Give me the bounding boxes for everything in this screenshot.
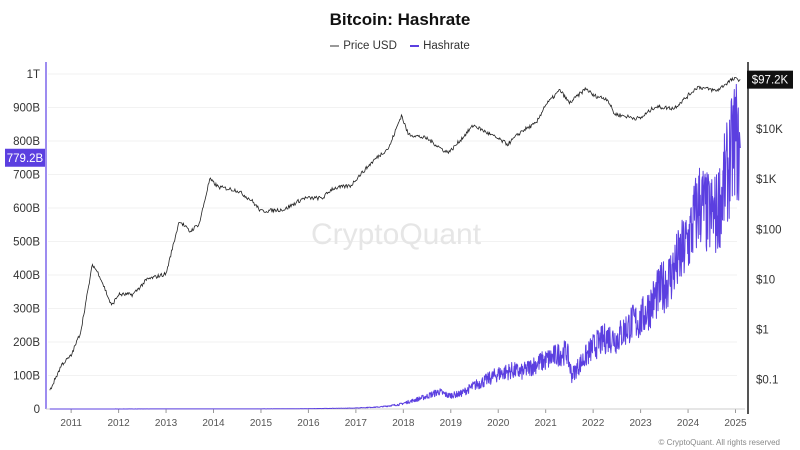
legend-item-hashrate[interactable]: Hashrate [410,40,470,52]
x-tick: 2024 [677,418,700,429]
x-tick: 2015 [250,418,273,429]
y-left-tick: 300B [13,304,40,316]
y-left-tick: 400B [13,270,40,282]
legend: Price USD Hashrate [0,38,800,52]
x-tick: 2023 [629,418,652,429]
copyright: © CryptoQuant. All rights reserved [658,438,781,447]
x-tick: 2019 [440,418,463,429]
x-tick: 2017 [345,418,368,429]
y-right-tick: $1 [756,325,769,337]
legend-label-price: Price USD [343,40,397,52]
x-tick: 2016 [297,418,320,429]
price-current-badge [747,70,793,89]
y-left-tick: 1T [27,69,40,81]
hashrate-current-label: 779.2B [7,153,44,165]
hashrate-series-line [49,83,741,410]
watermark: CryptoQuant [311,218,482,251]
y-right-tick: $100 [756,224,782,236]
x-tick: 2011 [60,418,82,429]
x-tick: 2022 [582,418,605,429]
y-left-tick: 200B [13,337,40,349]
x-tick: 2021 [535,418,558,429]
x-tick: 2014 [202,418,225,429]
x-tick: 2020 [487,418,510,429]
x-tick: 2012 [107,418,130,429]
legend-label-hashrate: Hashrate [423,40,470,52]
y-left-tick: 700B [13,170,40,182]
x-tick: 2013 [155,418,178,429]
y-right-tick: $10K [756,124,783,136]
y-left-tick: 0 [34,404,40,416]
y-left-tick: 900B [13,103,40,115]
hashrate-current-badge [5,148,45,167]
y-left-tick: 100B [13,371,40,383]
y-left-tick: 600B [13,203,40,215]
y-left-tick: 500B [13,237,40,249]
chart-title: Bitcoin: Hashrate [329,10,471,29]
x-tick: 2018 [392,418,415,429]
y-left-tick: 800B [13,136,40,148]
legend-item-price[interactable]: Price USD [330,40,397,52]
y-right-tick: $1K [756,174,777,186]
x-tick: 2025 [724,418,747,429]
y-right-tick: $0.1 [756,375,778,387]
price-series-line [49,76,741,391]
y-right-tick: $10 [756,274,775,286]
price-current-label: $97.2K [752,75,789,87]
